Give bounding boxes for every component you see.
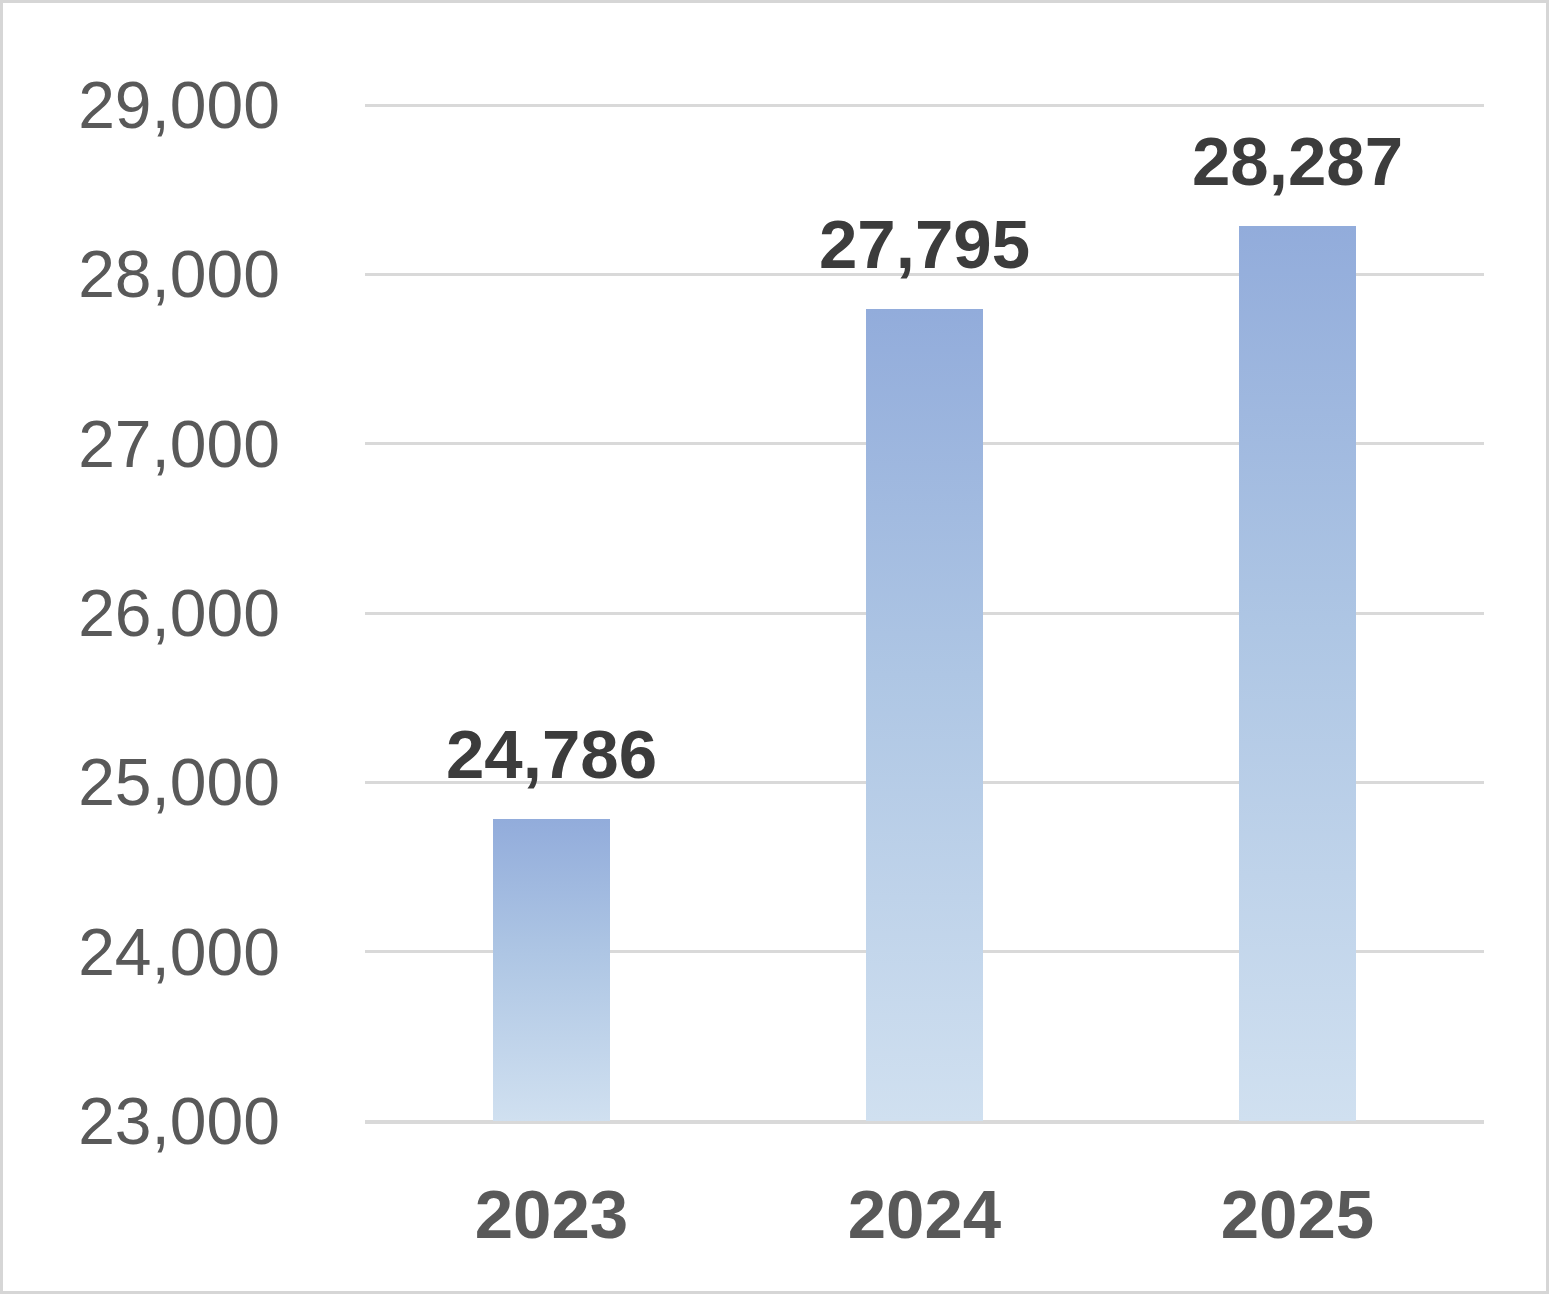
y-axis-tick-label: 24,000 bbox=[63, 912, 280, 992]
data-label-2024: 27,795 bbox=[755, 210, 1095, 280]
y-axis-tick-label: 27,000 bbox=[63, 404, 280, 484]
data-label-2023: 24,786 bbox=[382, 720, 722, 790]
x-axis-category-label: 2023 bbox=[382, 1175, 722, 1255]
y-axis-tick-label: 23,000 bbox=[63, 1081, 280, 1161]
y-axis-tick-label: 28,000 bbox=[63, 234, 280, 314]
data-label-2025: 28,287 bbox=[1128, 127, 1468, 197]
bar-2023 bbox=[493, 819, 610, 1121]
bar-chart: 29,000 28,000 27,000 26,000 25,000 24,000 23,0… bbox=[0, 0, 1549, 1294]
x-axis-category-label: 2025 bbox=[1128, 1175, 1468, 1255]
y-axis-tick-label: 25,000 bbox=[63, 742, 280, 822]
gridline bbox=[365, 104, 1484, 107]
plot-area: 29,000 28,000 27,000 26,000 25,000 24,000 23,0… bbox=[3, 3, 1546, 1291]
bar-2025 bbox=[1239, 226, 1356, 1121]
x-axis-category-label: 2024 bbox=[755, 1175, 1095, 1255]
y-axis-tick-label: 29,000 bbox=[63, 65, 280, 145]
bar-2024 bbox=[866, 309, 983, 1121]
y-axis-tick-label: 26,000 bbox=[63, 573, 280, 653]
